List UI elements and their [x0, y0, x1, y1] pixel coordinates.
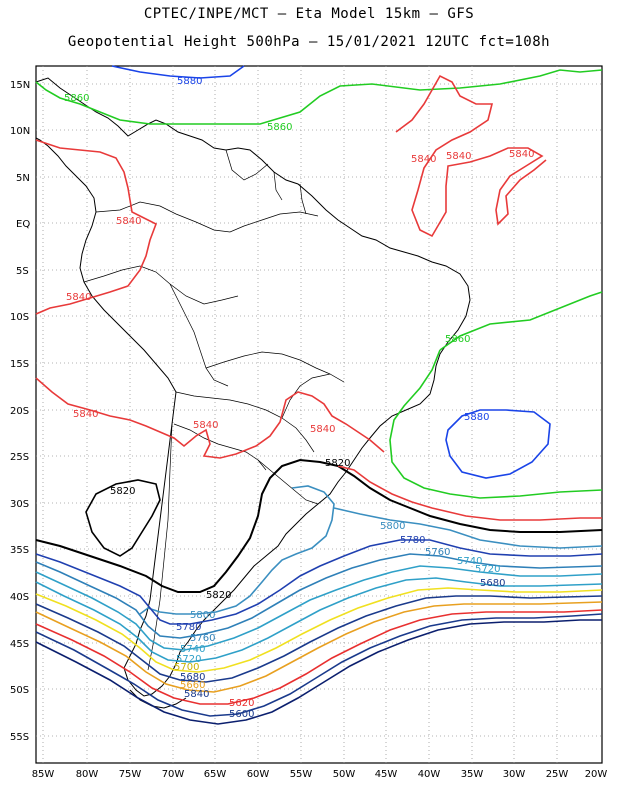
lon-label: 30W — [503, 769, 526, 780]
label-5740-east: 5740 — [457, 556, 482, 567]
contour-5840-islands — [395, 74, 547, 238]
lon-label: 25W — [546, 769, 569, 780]
lon-label: 70W — [162, 769, 185, 780]
label-5720-west: 5720 — [176, 654, 201, 665]
contour-5740 — [35, 565, 603, 651]
label-5840-nw-2: 5840 — [66, 292, 91, 303]
label-5760-east: 5760 — [425, 547, 450, 558]
label-5800-east: 5800 — [380, 521, 405, 532]
lat-label: 50S — [10, 685, 29, 696]
lat-label: 40S — [10, 592, 29, 603]
label-5860-north-1: 5860 — [64, 93, 89, 104]
contour-5860-north — [35, 69, 603, 125]
contour-5880-high — [445, 409, 551, 479]
contour-5840-south — [337, 465, 602, 521]
lat-label: 25S — [10, 452, 29, 463]
map-title-line-1: CPTEC/INPE/MCT – Eta Model 15km – GFS — [143, 6, 475, 22]
lat-label: 35S — [10, 545, 29, 556]
contour-5760 — [35, 553, 603, 639]
lat-label: EQ — [16, 219, 30, 230]
lon-label: 35W — [461, 769, 484, 780]
label-5860-north-2: 5860 — [267, 122, 292, 133]
label-5840-w-1: 5840 — [73, 409, 98, 420]
contour-5580 — [35, 619, 602, 725]
label-5720-east: 5720 — [475, 564, 500, 575]
label-5880-north: 5880 — [177, 76, 202, 87]
label-5760-west: 5760 — [190, 633, 215, 644]
contour-5800-east — [333, 507, 603, 549]
lon-label: 50W — [333, 769, 356, 780]
contour-5840-northwest — [35, 139, 158, 315]
contour-5620 — [35, 609, 603, 705]
plot-frame — [35, 65, 603, 764]
contour-5860-east — [439, 291, 603, 351]
label-5680-west: 5680 — [180, 672, 205, 683]
lat-label: 5S — [16, 266, 29, 277]
lat-label: 10S — [10, 312, 29, 323]
lat-label: 20S — [10, 406, 29, 417]
lat-label: 15N — [10, 80, 30, 91]
label-5820-main-1: 5820 — [325, 458, 350, 469]
contour-5840-west — [35, 377, 385, 459]
lon-label: 85W — [32, 769, 55, 780]
label-5880-high: 5880 — [464, 412, 489, 423]
label-5840-w-3: 5840 — [310, 424, 335, 435]
contour-labels: 5880 5860 5860 5860 5880 5840 5840 5840 … — [64, 76, 534, 720]
label-5840-islands-3: 5840 — [509, 149, 534, 160]
contour-5820-pacific — [85, 479, 161, 557]
contour-5820-main — [35, 458, 603, 593]
contour-5780 — [35, 539, 603, 625]
contour-5600 — [35, 613, 603, 717]
lat-label: 45S — [10, 639, 29, 650]
label-5780-west: 5780 — [176, 622, 201, 633]
lat-label: 30S — [10, 499, 29, 510]
longitude-labels: 85W 80W 75W 70W 65W 60W 55W 50W 45W 40W … — [32, 769, 608, 780]
lon-label: 60W — [247, 769, 270, 780]
label-5860-east: 5860 — [445, 334, 470, 345]
lon-label: 40W — [418, 769, 441, 780]
lon-label: 80W — [76, 769, 99, 780]
map-title-line-2: Geopotential Height 500hPa – 15/01/2021 … — [67, 34, 551, 50]
contour-5880-north — [111, 65, 245, 79]
label-5640-west: 5840 — [184, 689, 209, 700]
lat-label: 15S — [10, 359, 29, 370]
lon-label: 55W — [290, 769, 313, 780]
label-5700-west: 5700 — [174, 662, 199, 673]
label-5600: 5600 — [229, 709, 254, 720]
lon-label: 65W — [204, 769, 227, 780]
lon-label: 20W — [585, 769, 608, 780]
label-5800-west: 5800 — [190, 610, 215, 621]
label-5780-east: 5780 — [400, 535, 425, 546]
lon-label: 75W — [119, 769, 142, 780]
label-5620: 5620 — [229, 698, 254, 709]
contour-5680 — [35, 595, 603, 683]
label-5840-nw-1: 5840 — [116, 216, 141, 227]
contour-5660 — [35, 601, 603, 693]
latitude-labels: 15N 10N 5N EQ 5S 10S 15S 20S 25S 30S 35S… — [10, 80, 30, 743]
label-5820-pacific: 5820 — [110, 486, 135, 497]
lon-label: 45W — [375, 769, 398, 780]
lat-label: 5N — [16, 173, 30, 184]
label-5820-main-2: 5820 — [206, 590, 231, 601]
label-5660-west: 5660 — [180, 680, 205, 691]
lat-label: 55S — [10, 732, 29, 743]
lat-label: 10N — [10, 126, 30, 137]
label-5840-w-2: 5840 — [193, 420, 218, 431]
contour-5860-ring — [389, 349, 603, 499]
contour-5800 — [139, 485, 335, 615]
contour-5700 — [35, 587, 603, 673]
height-contours — [35, 65, 603, 725]
contour-5720 — [35, 577, 603, 663]
label-5740-west: 5740 — [180, 644, 205, 655]
label-5680-east: 5680 — [480, 578, 505, 589]
label-5840-islands-2: 5840 — [446, 151, 471, 162]
country-borders — [83, 149, 345, 671]
label-5840-islands-1: 5840 — [411, 154, 436, 165]
